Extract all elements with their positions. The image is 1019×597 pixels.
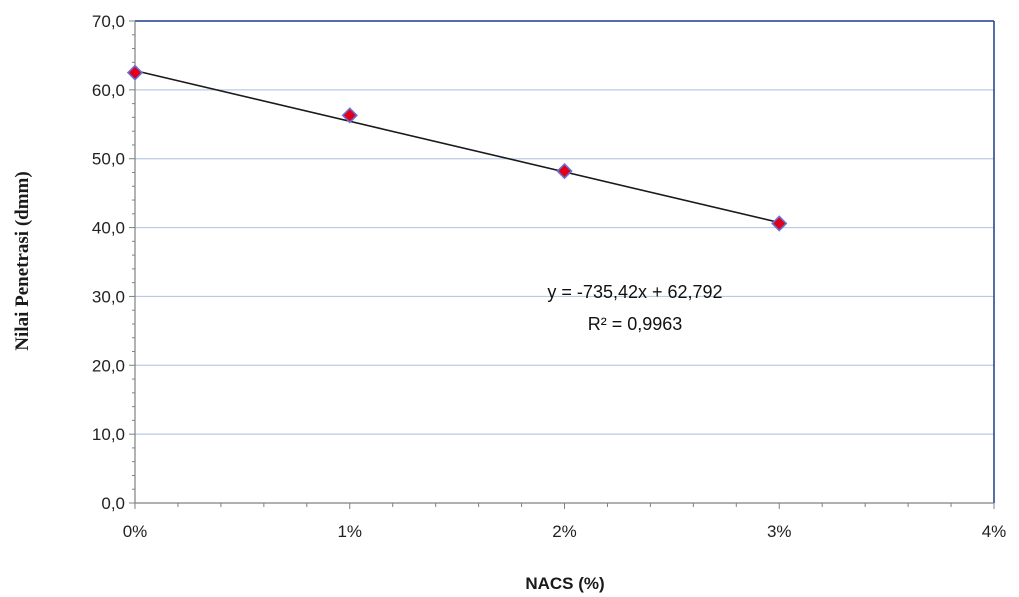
y-tick-labels: 0,0 10,0 20,0 30,0 40,0 50,0 60,0 70,0 <box>92 12 125 513</box>
y-tick-label-2: 20,0 <box>92 356 125 375</box>
x-tick-label-1: 1% <box>337 522 362 541</box>
y-tick-label-6: 60,0 <box>92 81 125 100</box>
data-points <box>126 64 788 232</box>
x-tick-labels: 0% 1% 2% 3% 4% <box>123 522 1007 541</box>
y-tick-label-7: 70,0 <box>92 12 125 31</box>
trendline-group <box>134 69 780 224</box>
x-tick-label-2: 2% <box>552 522 577 541</box>
y-tick-label-5: 50,0 <box>92 150 125 169</box>
data-point-0 <box>126 64 144 81</box>
x-tick-label-3: 3% <box>767 522 792 541</box>
x-axis-title: NACS (%) <box>525 574 604 593</box>
y-axis-title: Nilai Penetrasi (dmm) <box>12 171 33 350</box>
trendline-equation: y = -735,42x + 62,792 <box>547 282 722 302</box>
gridlines <box>135 20 994 435</box>
trendline <box>134 69 780 224</box>
r-squared-label: R² = 0,9963 <box>588 314 683 334</box>
y-tick-label-0: 0,0 <box>101 494 125 513</box>
x-tick-label-0: 0% <box>123 522 148 541</box>
y-tick-label-4: 40,0 <box>92 219 125 238</box>
x-tick-label-4: 4% <box>982 522 1007 541</box>
y-tick-label-3: 30,0 <box>92 287 125 306</box>
axes <box>129 20 995 509</box>
data-point-2 <box>556 162 573 180</box>
data-point-1 <box>341 107 358 124</box>
y-tick-label-1: 10,0 <box>92 425 125 444</box>
data-point-3 <box>771 215 788 232</box>
plot-frame <box>135 20 995 503</box>
